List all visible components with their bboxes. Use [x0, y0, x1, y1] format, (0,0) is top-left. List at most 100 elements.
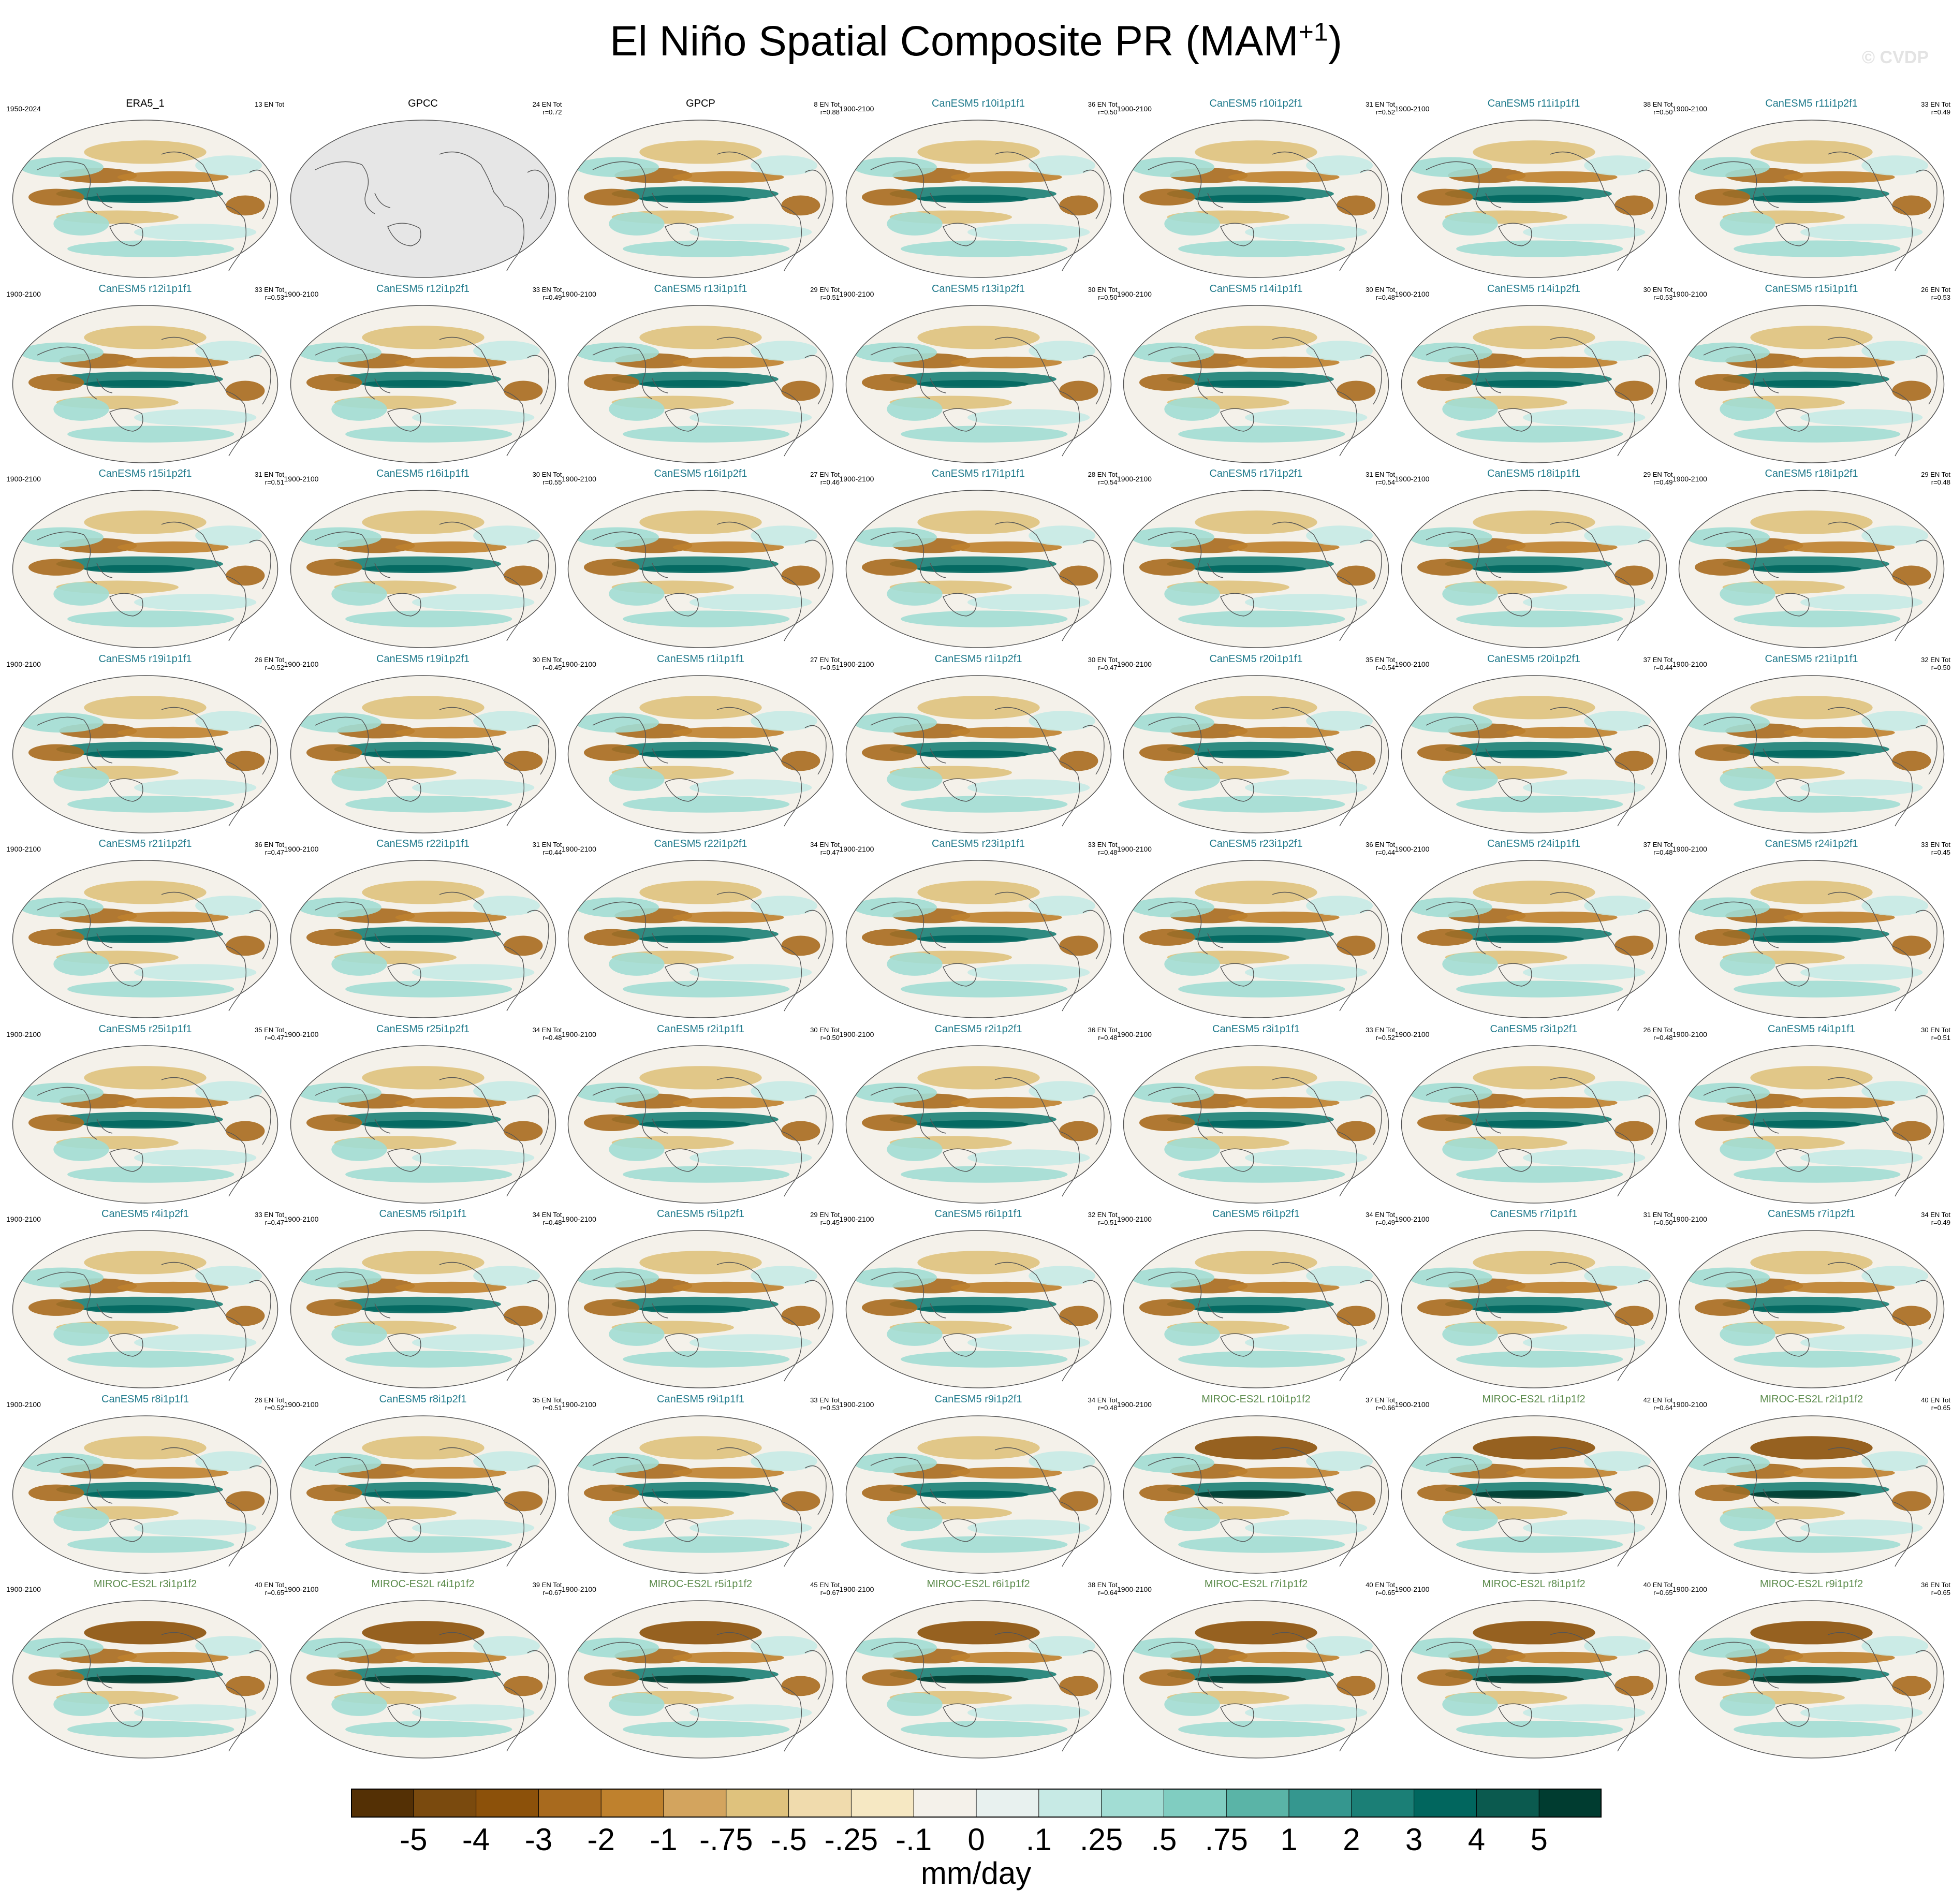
map-panel: CanESM5 r2i1p2f1 1900-2100 36 EN Tot r=0.48 — [840, 1023, 1118, 1208]
panel-pattern-correlation: r=0.48 — [1375, 293, 1395, 301]
map — [845, 675, 1111, 833]
panel-pattern-correlation: r=0.65 — [1375, 1589, 1395, 1597]
anomaly-field — [1472, 1621, 1595, 1645]
anomaly-field — [361, 881, 485, 904]
panel-event-count: 40 EN Tot — [1366, 1581, 1395, 1589]
colorbar — [351, 1789, 1602, 1818]
panel-period: 1900-2100 — [839, 475, 874, 483]
panel-title: CanESM5 r16i1p2f1 — [654, 468, 747, 479]
anomaly-field — [639, 881, 762, 904]
panel-period: 1900-2100 — [1117, 1585, 1152, 1593]
anomaly-field — [672, 1281, 784, 1294]
anomaly-field — [1472, 934, 1584, 944]
anomaly-field — [1306, 340, 1373, 361]
coastlines — [1703, 1447, 1938, 1566]
coastlines — [1703, 1077, 1938, 1196]
anomaly-field — [134, 1519, 257, 1536]
anomaly-field — [917, 1251, 1040, 1275]
anomaly-field — [84, 750, 196, 758]
anomaly-field — [1139, 374, 1195, 391]
colorbar-swatch — [788, 1789, 852, 1818]
anomaly-field — [1178, 240, 1345, 257]
anomaly-field — [84, 695, 207, 719]
panel-pattern-correlation: r=0.51 — [820, 663, 840, 671]
map-panel: MIROC-ES2L r2i1p1f2 1900-2100 40 EN Tot r=0… — [1672, 1393, 1950, 1578]
anomaly-field — [134, 1334, 257, 1351]
anomaly-field — [861, 1299, 917, 1316]
coastlines — [592, 336, 827, 456]
colorbar-tick-label: -1 — [650, 1822, 678, 1857]
panel-event-count: 8 EN Tot — [814, 100, 840, 108]
map-panel: CanESM5 r11i1p2f1 1900-2100 33 EN Tot r=0.4… — [1672, 97, 1950, 282]
anomaly-field — [1139, 1299, 1195, 1316]
map — [290, 304, 556, 463]
colorbar-swatch — [413, 1789, 477, 1818]
anomaly-field — [917, 1490, 1029, 1499]
anomaly-field — [28, 1114, 84, 1131]
anomaly-field — [1164, 767, 1220, 791]
anomaly-field — [639, 1490, 751, 1499]
map-panel: CanESM5 r12i1p1f1 1900-2100 33 EN Tot r=0.5… — [6, 283, 284, 467]
anomaly-field — [1195, 325, 1317, 349]
anomaly-field — [1195, 1251, 1317, 1275]
anomaly-field — [1139, 1114, 1195, 1131]
anomaly-field — [28, 559, 84, 576]
anomaly-field — [609, 1692, 665, 1716]
panel-event-count: 35 EN Tot — [532, 1396, 562, 1404]
map-panel: MIROC-ES2L r4i1p1f2 1900-2100 39 EN Tot r=0… — [284, 1578, 562, 1763]
anomaly-field — [583, 929, 640, 946]
figure-title-superscript: +1 — [1298, 17, 1328, 47]
anomaly-field — [1472, 325, 1595, 349]
map-panel: CanESM5 r21i1p1f1 1900-2100 32 EN Tot r=0.5… — [1672, 653, 1950, 838]
anomaly-field — [1750, 934, 1862, 944]
map — [12, 1600, 278, 1759]
anomaly-field — [53, 952, 109, 976]
anomaly-field — [1456, 1536, 1623, 1553]
anomaly-field — [751, 710, 818, 731]
anomaly-field — [1245, 1704, 1368, 1721]
anomaly-field — [917, 194, 1029, 203]
anomaly-field — [861, 744, 917, 761]
panel-period: 1900-2100 — [1117, 475, 1152, 483]
anomaly-field — [672, 171, 784, 183]
panel-event-count: 30 EN Tot — [810, 1026, 840, 1034]
panel-event-count: 31 EN Tot — [1366, 471, 1395, 478]
map — [12, 490, 278, 648]
anomaly-field — [861, 188, 917, 206]
map-border — [290, 120, 556, 278]
coastlines — [1148, 1262, 1382, 1382]
coastlines — [315, 521, 549, 641]
anomaly-field — [1861, 896, 1929, 916]
anomaly-field — [917, 1436, 1040, 1459]
map-panel: CanESM5 r16i1p1f1 1900-2100 30 EN Tot r=0.5… — [284, 467, 562, 652]
anomaly-field — [575, 157, 659, 178]
panel-title: MIROC-ES2L r2i1p1f2 — [1759, 1393, 1863, 1405]
anomaly-field — [1720, 212, 1775, 236]
colorbar-swatch — [726, 1789, 789, 1818]
anomaly-field — [1337, 195, 1376, 216]
panel-title: ERA5_1 — [126, 98, 165, 109]
anomaly-field — [1861, 340, 1929, 361]
map-border — [1678, 304, 1945, 463]
anomaly-field — [751, 155, 818, 175]
anomaly-field — [1028, 525, 1095, 546]
anomaly-field — [395, 356, 507, 368]
anomaly-field — [331, 1322, 387, 1346]
anomaly-field — [1059, 935, 1098, 956]
colorbar-tick-label: .25 — [1079, 1822, 1123, 1857]
map-border — [567, 1415, 834, 1574]
panel-event-count: 30 EN Tot — [1643, 285, 1673, 294]
panel-pattern-correlation: r=0.46 — [820, 478, 840, 486]
anomaly-field — [306, 559, 362, 576]
anomaly-field — [917, 695, 1040, 719]
panel-pattern-correlation: r=0.64 — [1098, 1589, 1118, 1597]
colorbar-tick-label: -.5 — [770, 1822, 807, 1857]
anomaly-field — [1472, 1065, 1595, 1089]
anomaly-field — [917, 379, 1029, 388]
anomaly-field — [1456, 610, 1623, 627]
anomaly-field — [1306, 896, 1373, 916]
panel-pattern-correlation: r=0.45 — [1931, 848, 1950, 856]
anomaly-field — [1750, 1305, 1862, 1314]
anomaly-field — [861, 929, 917, 946]
anomaly-field — [226, 1306, 265, 1326]
